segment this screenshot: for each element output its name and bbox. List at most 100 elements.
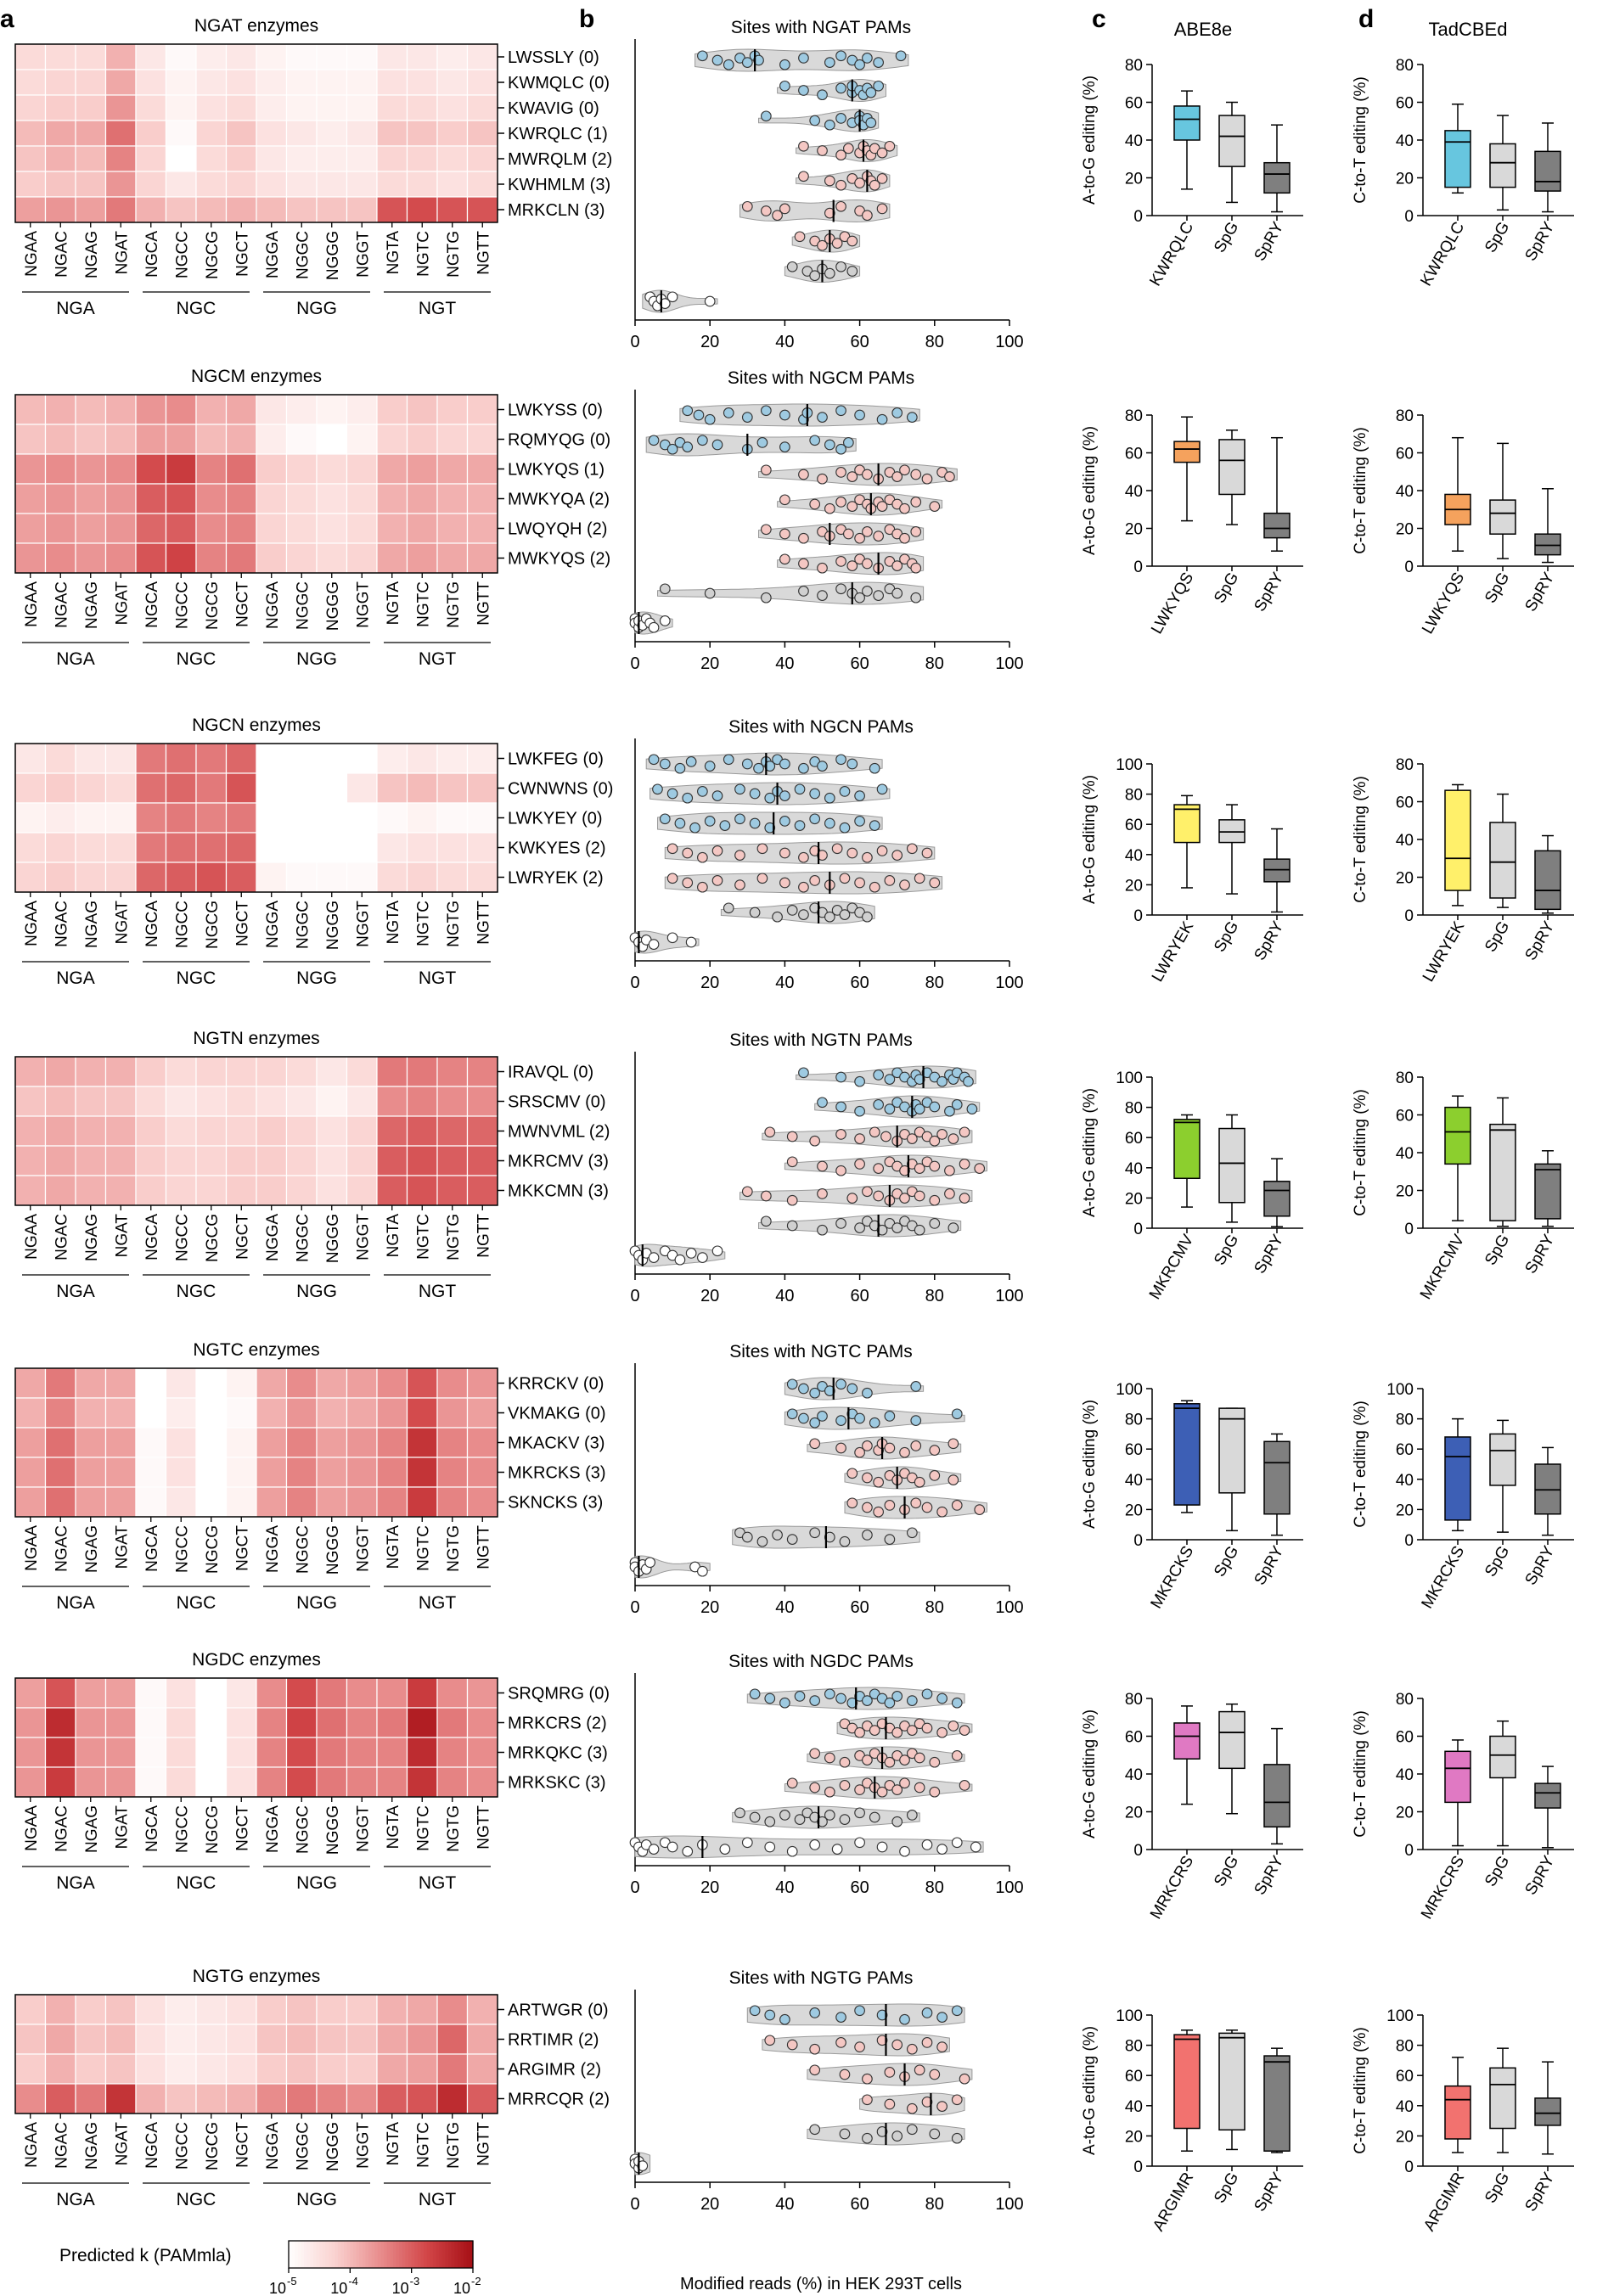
violin-dot (756, 873, 768, 884)
violin-dot (779, 441, 790, 452)
violin-dot (891, 2130, 903, 2142)
violin-dot (764, 1693, 776, 1704)
violin-dot (936, 2012, 948, 2023)
heatmap-cell (195, 2053, 228, 2085)
legend-gradient-slice (466, 2241, 470, 2268)
heatmap-cell (285, 1994, 318, 2025)
heatmap-col-label: NGTA (385, 231, 402, 275)
heatmap-cell (14, 1677, 47, 1709)
heatmap-cell (285, 1457, 318, 1488)
pam-group-label: NGG (296, 968, 337, 988)
heatmap-cell (346, 171, 378, 198)
violin-dot (876, 203, 888, 215)
violin-dot (869, 762, 880, 774)
boxplot-box (1534, 2097, 1561, 2126)
violin-dot (921, 2097, 933, 2108)
violin-dot (929, 1445, 941, 1456)
heatmap-cell (256, 43, 288, 70)
heatmap-cell (75, 1677, 107, 1709)
heatmap-cell (406, 94, 438, 121)
heatmap-cell (14, 69, 47, 96)
heatmap-cell (225, 196, 257, 223)
heatmap-cell (44, 513, 76, 544)
heatmap-col-label: NGAC (53, 2122, 70, 2169)
violin-dot (921, 2037, 933, 2048)
violin-x-tick-label: 100 (995, 333, 1023, 351)
heatmap-cell (165, 1994, 197, 2025)
heatmap-row-label: MKKCMN (3) (508, 1182, 609, 1201)
heatmap-cell (466, 1677, 498, 1709)
heatmap-cell (406, 1427, 438, 1458)
header-abe8e: ABE8e (1174, 19, 1233, 40)
heatmap-cell (195, 1175, 228, 1206)
violin-dot (824, 1786, 835, 1798)
violin-dot (809, 1839, 821, 1850)
violin-dot (659, 583, 671, 595)
violin-dot (884, 2098, 896, 2110)
violin-x-tick-label: 40 (775, 2195, 794, 2214)
violin-dot (921, 473, 933, 485)
heatmap-cell (75, 1427, 107, 1458)
heatmap-cell (436, 1457, 469, 1488)
boxplot-y-tick-label: 60 (1396, 95, 1414, 113)
boxplot-y-tick-label: 20 (1125, 2128, 1143, 2146)
violin-x-tick-label: 80 (925, 2195, 944, 2214)
boxplot-x-label: MKRCKS (1418, 1543, 1468, 1612)
heatmap-cell (256, 802, 288, 834)
boxplot-y-tick-label: 0 (1404, 1221, 1414, 1238)
legend-gradient-slice (312, 2241, 318, 2268)
heatmap-cell (285, 69, 318, 96)
violin-dot (741, 57, 753, 68)
heatmap-cell (135, 483, 167, 514)
violin-dot (749, 817, 761, 829)
heatmap-cell (75, 743, 107, 774)
heatmap-cell (195, 94, 228, 121)
heatmap-cell (104, 2024, 137, 2055)
heatmap-cell (195, 394, 228, 425)
violin-dot (869, 1417, 880, 1429)
boxplot-y-tick-label: 80 (1125, 2038, 1143, 2056)
heatmap-cell (406, 2024, 438, 2055)
violin-dot (779, 494, 790, 506)
heatmap-row-label: MWKYQS (2) (508, 550, 610, 569)
pam-group-label: NGA (56, 968, 95, 988)
boxplot-box (1173, 105, 1201, 141)
violin-dot (648, 939, 660, 950)
boxplot-y-tick-label: 80 (1396, 2038, 1414, 2056)
violin-dot (929, 1218, 941, 1229)
violin-dot (824, 119, 835, 131)
heatmap-cell (225, 772, 257, 804)
heatmap-row-label: LWKYQS (1) (508, 461, 604, 480)
violin-dot (666, 843, 678, 855)
heatmap-row-label: LWKFEG (0) (508, 750, 604, 769)
heatmap-col-label: NGCA (143, 1525, 161, 1572)
heatmap-cell (346, 1766, 378, 1798)
violin-dot (862, 526, 873, 537)
violin-dot (835, 82, 846, 94)
heatmap-cell (195, 196, 228, 223)
heatmap-cell (75, 2083, 107, 2114)
violin-dot (798, 469, 809, 480)
heatmap-cell (165, 483, 197, 514)
heatmap-cell (14, 1457, 47, 1488)
violin-dot (921, 2007, 933, 2018)
heatmap-cell (225, 69, 257, 96)
pam-group-label: NGT (419, 1593, 457, 1613)
heatmap-cell (256, 743, 288, 774)
heatmap-cell (406, 69, 438, 96)
heatmap-cell (406, 196, 438, 223)
pam-group-label: NGG (296, 649, 337, 669)
violin-x-tick-label: 60 (850, 333, 869, 351)
heatmap-cell (406, 1677, 438, 1709)
legend-gradient-slice (470, 2241, 474, 2268)
heatmap-cell (44, 1457, 76, 1488)
violin-dot (869, 820, 880, 831)
boxplot-x-label: SpRY (1521, 1543, 1558, 1588)
heatmap-cell (436, 832, 469, 863)
violin-dot (659, 758, 671, 770)
violin-dot (798, 1412, 809, 1424)
heatmap-cell (195, 145, 228, 172)
boxplot-y-axis-label: C-to-T editing (%) (1352, 1401, 1369, 1528)
